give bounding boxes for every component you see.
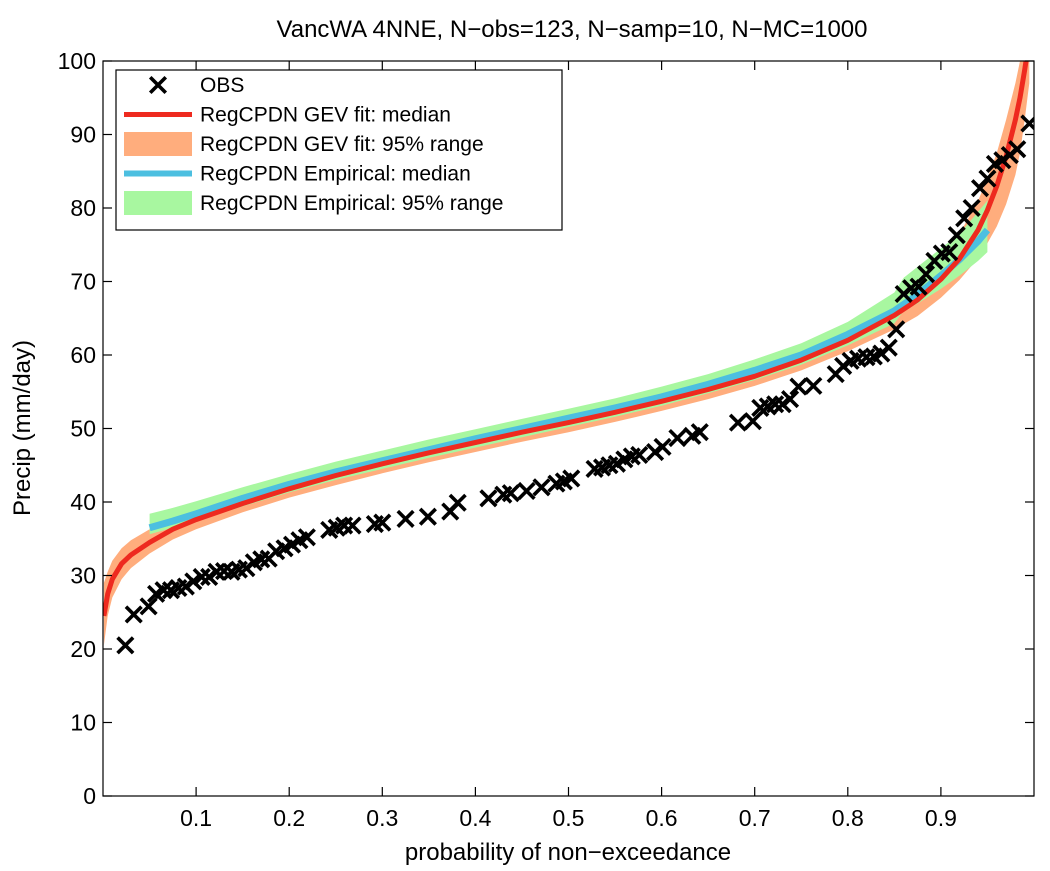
obs-point	[781, 390, 800, 409]
obs-point	[517, 481, 536, 501]
empirical-median-line	[148, 227, 991, 532]
y-tick-label: 80	[70, 195, 96, 221]
obs-point	[184, 572, 203, 591]
x-tick-label: 0.1	[180, 805, 212, 831]
y-tick-label: 50	[70, 416, 96, 442]
legend-entry: OBS	[148, 74, 244, 97]
x-tick-label: 0.4	[459, 805, 491, 831]
y-axis: 0 10 20 30 40 50 60 70 80 90 100	[58, 48, 1034, 809]
obs-point	[532, 478, 551, 497]
obs-point	[396, 509, 415, 528]
y-tick-label: 40	[70, 489, 96, 515]
obs-point	[448, 493, 467, 512]
obs-point	[297, 528, 316, 547]
legend-entry: RegCPDN Empirical: 95% range	[124, 191, 503, 215]
legend: OBS RegCPDN GEV fit: median RegCPDN GEV fi…	[115, 69, 563, 231]
obs-point	[562, 469, 581, 488]
obs-point	[479, 489, 498, 508]
legend-label: RegCPDN Empirical: median	[200, 163, 471, 186]
obs-point	[116, 636, 135, 655]
legend-obs-marker	[148, 75, 168, 95]
y-tick-label: 100	[58, 48, 96, 74]
x-tick-label: 0.3	[366, 805, 398, 831]
legend-label: OBS	[200, 74, 244, 97]
y-tick-label: 90	[70, 122, 96, 148]
obs-point	[1008, 140, 1027, 159]
x-tick-label: 0.7	[739, 805, 771, 831]
obs-point	[978, 169, 997, 188]
obs-point	[668, 429, 687, 448]
legend-label: RegCPDN Empirical: 95% range	[200, 192, 503, 215]
legend-patch-swatch	[124, 132, 192, 156]
x-tick-label: 0.2	[273, 805, 305, 831]
y-tick-label: 10	[70, 710, 96, 736]
x-tick-label: 0.5	[553, 805, 585, 831]
obs-point	[501, 484, 520, 503]
obs-point	[955, 209, 974, 228]
obs-point	[282, 535, 302, 554]
obs-point	[743, 412, 762, 431]
y-tick-label: 30	[70, 563, 96, 589]
y-tick-label: 70	[70, 269, 96, 295]
gev-median-line	[103, 61, 1029, 617]
obs-point	[728, 413, 747, 432]
y-tick-label: 0	[83, 783, 96, 809]
legend-entry: RegCPDN GEV fit: median	[124, 104, 451, 127]
x-tick-label: 0.8	[832, 805, 864, 831]
obs-point	[887, 320, 906, 339]
obs-point	[653, 437, 672, 456]
obs-point	[418, 507, 437, 526]
y-tick-label: 60	[70, 342, 96, 368]
obs-point	[373, 513, 392, 532]
obs-point	[267, 542, 286, 561]
legend-entry: RegCPDN GEV fit: 95% range	[124, 132, 484, 156]
obs-point	[690, 423, 709, 442]
obs-point	[879, 338, 898, 357]
chart-title: VancWA 4NNE, N−obs=123, N−samp=10, N−MC=…	[277, 16, 868, 43]
y-axis-label: Precip (mm/day)	[9, 340, 36, 516]
plot-area	[103, 61, 1034, 655]
obs-point	[804, 376, 823, 395]
obs-point	[607, 454, 626, 473]
obs-point	[139, 597, 158, 616]
legend-label: RegCPDN GEV fit: 95% range	[200, 133, 484, 156]
legend-entry: RegCPDN Empirical: median	[124, 163, 471, 186]
obs-point	[124, 605, 143, 624]
legend-label: RegCPDN GEV fit: median	[200, 104, 451, 127]
obs-point	[916, 265, 936, 284]
x-tick-label: 0.9	[925, 805, 957, 831]
obs-point	[947, 226, 966, 245]
legend-patch-swatch	[124, 191, 192, 215]
obs-point	[909, 277, 928, 296]
obs-point	[343, 516, 362, 535]
obs-point	[940, 243, 959, 262]
x-axis-label: probability of non−exceedance	[405, 839, 731, 866]
obs-point	[789, 377, 808, 396]
obs-point	[630, 445, 649, 465]
x-axis: 0.1 0.2 0.3 0.4 0.5 0.6 0.7 0.8 0.9	[180, 61, 957, 831]
y-tick-label: 20	[70, 636, 96, 662]
obs-point	[962, 198, 981, 218]
x-tick-label: 0.6	[646, 805, 678, 831]
